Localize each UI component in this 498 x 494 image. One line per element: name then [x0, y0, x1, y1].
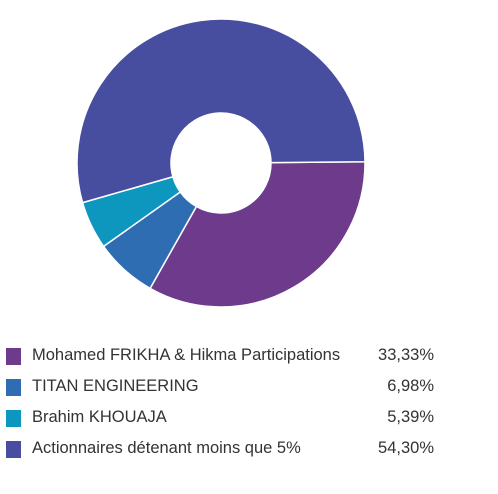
legend-swatch: [6, 379, 21, 396]
legend-swatch: [6, 348, 21, 365]
legend-label: Actionnaires détenant moins que 5%: [32, 439, 301, 457]
legend-label: TITAN ENGINEERING: [32, 377, 199, 395]
legend-label: Mohamed FRIKHA & Hikma Participations: [32, 346, 341, 364]
pie-slice[interactable]: [149, 160, 366, 308]
chart-legend: Mohamed FRIKHA & Hikma Participations 33…: [6, 345, 446, 469]
pie-slice[interactable]: [76, 18, 366, 204]
legend-label: Brahim KHOUAJA: [32, 408, 167, 426]
legend-swatch: [6, 441, 21, 458]
legend-item[interactable]: Brahim KHOUAJA 5,39%: [6, 407, 446, 438]
legend-value: 54,30%: [378, 439, 434, 457]
legend-item[interactable]: Mohamed FRIKHA & Hikma Participations 33…: [6, 345, 446, 376]
legend-swatch: [6, 410, 21, 427]
donut-chart: [76, 18, 366, 308]
legend-value: 6,98%: [387, 377, 434, 395]
legend-value: 33,33%: [378, 346, 434, 364]
legend-item[interactable]: Actionnaires détenant moins que 5% 54,30…: [6, 438, 446, 469]
legend-value: 5,39%: [387, 408, 434, 426]
legend-item[interactable]: TITAN ENGINEERING 6,98%: [6, 376, 446, 407]
